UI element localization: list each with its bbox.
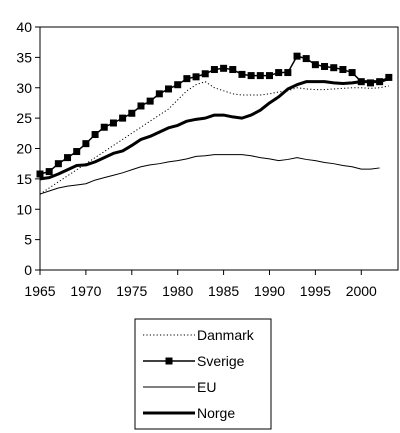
x-tick-label: 1980 [162,283,193,299]
data-point [192,73,200,81]
y-tick-label: 0 [24,262,32,278]
y-tick-label: 20 [16,141,32,157]
y-tick-label: 35 [16,49,32,65]
data-point [265,72,273,80]
legend-label: Sverige [197,353,245,369]
data-point [210,66,218,74]
legend-item-sverige: Sverige [143,353,245,369]
plot-frame [39,26,399,271]
legend-item-eu: EU [143,379,216,395]
series-line-norge [39,77,390,181]
data-point [321,62,329,70]
data-point [284,69,292,77]
x-tick-label: 1995 [300,283,331,299]
data-point [146,97,154,105]
data-point [174,81,182,89]
data-point [82,140,90,148]
legend-item-norge: Norge [143,405,235,421]
data-point [54,160,62,168]
x-tick-label: 2000 [346,283,377,299]
data-point [238,70,246,78]
data-point [229,66,237,74]
data-point [128,109,136,117]
data-point [256,72,264,80]
data-point [119,114,127,122]
data-point [220,64,228,72]
legend-marker [165,357,173,365]
data-point [302,55,310,63]
data-point [348,69,356,77]
data-point [91,131,99,139]
series-danmark [39,81,389,195]
series-lines [36,52,393,195]
x-tick-label: 1965 [24,283,55,299]
data-point [64,154,72,162]
x-tick-label: 1985 [208,283,239,299]
legend-label: Norge [197,405,235,421]
y-tick-label: 10 [16,201,32,217]
series-norge [39,77,390,181]
data-point [247,72,255,80]
y-tick-label: 5 [24,232,32,248]
data-point [183,75,191,83]
x-tick-label: 1990 [254,283,285,299]
legend-item-danmark: Danmark [143,327,255,343]
legend-box [134,318,272,430]
legend-label: Danmark [197,327,255,343]
axes: 0 5 10 15 20 25 30 35 40 1965 1970 1975 1980 1985 1990… [16,19,399,299]
data-point [275,69,283,77]
data-point [137,102,145,110]
series-eu [39,154,380,195]
data-point [45,168,53,176]
series-line-danmark [39,81,389,195]
data-point [100,123,108,131]
data-point [339,66,347,74]
data-point [73,148,81,156]
data-point [109,119,117,127]
y-tick-label: 25 [16,110,32,126]
data-point [293,52,301,60]
data-point [385,73,393,81]
data-point [201,70,209,78]
data-point [165,85,173,93]
data-point [155,90,163,98]
y-tick-label: 15 [16,171,32,187]
series-line-eu [39,154,380,195]
legend-label: EU [197,379,216,395]
data-point [330,64,338,72]
y-tick-label: 40 [16,19,32,35]
y-tick-label: 30 [16,80,32,96]
x-tick-label: 1970 [70,283,101,299]
data-point [311,61,319,69]
legend: Danmark Sverige EU Norge [134,318,272,430]
x-tick-label: 1975 [116,283,147,299]
data-point [36,170,44,178]
